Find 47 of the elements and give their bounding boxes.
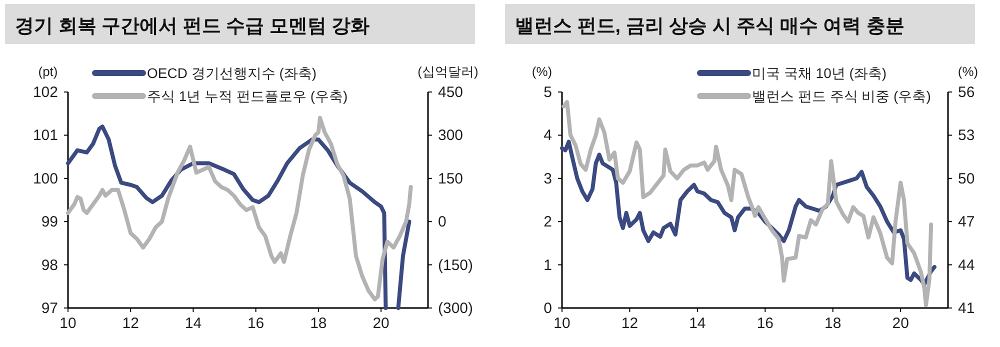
x-tick-label: 18 — [824, 315, 842, 332]
y2-tick-label: 56 — [958, 84, 975, 101]
y-axis-title: (pt) — [38, 64, 58, 79]
y2-tick-label: (300) — [438, 300, 474, 317]
y-axis-title: (%) — [532, 64, 552, 79]
x-tick-label: 14 — [689, 315, 706, 332]
y2-tick-label: 0 — [438, 214, 446, 231]
legend-label: 미국 국채 10년 (좌축) — [752, 65, 887, 81]
y-tick-label: 2 — [544, 214, 552, 231]
y-tick-label: 99 — [41, 214, 58, 231]
y2-tick-label: 41 — [958, 300, 975, 317]
y2-tick-label: 44 — [958, 256, 975, 274]
y-tick-label: 0 — [544, 300, 552, 317]
y-tick-label: 4 — [544, 127, 552, 144]
y2-axis-title: (%) — [958, 64, 978, 79]
x-tick-label: 16 — [756, 315, 774, 332]
y-tick-label: 98 — [41, 256, 58, 274]
x-tick-label: 10 — [60, 315, 76, 332]
y2-tick-label: 300 — [438, 127, 464, 144]
x-tick-label: 14 — [184, 315, 202, 332]
legend-label: 주식 1년 누적 펀드플로우 (우축) — [147, 88, 348, 104]
y2-tick-label: (150) — [438, 256, 474, 274]
line-series — [560, 140, 936, 286]
y-tick-label: 101 — [32, 127, 58, 144]
x-tick-label: 16 — [247, 315, 264, 332]
y2-tick-label: 47 — [958, 214, 975, 231]
y2-tick-label: 150 — [438, 170, 464, 188]
y-tick-label: 97 — [41, 300, 58, 317]
y2-tick-label: 53 — [958, 127, 975, 144]
x-tick-label: 12 — [621, 315, 638, 332]
y2-tick-label: 50 — [958, 170, 975, 188]
chart-title: 밸런스 펀드, 금리 상승 시 주식 매수 여력 충분 — [515, 16, 905, 37]
y2-axis-title: (십억달러) — [418, 64, 478, 79]
y2-tick-label: 450 — [438, 84, 464, 101]
y-tick-label: 3 — [544, 170, 552, 188]
y-tick-label: 100 — [32, 170, 58, 188]
x-tick-label: 20 — [892, 315, 909, 332]
y-tick-label: 5 — [544, 84, 552, 101]
x-tick-label: 20 — [372, 315, 390, 332]
x-tick-label: 12 — [122, 315, 139, 332]
legend-label: OECD 경기선행지수 (좌축) — [147, 65, 317, 81]
y-tick-label: 102 — [32, 84, 58, 101]
chart-title: 경기 회복 구간에서 펀드 수급 모멘텀 강화 — [15, 16, 370, 37]
y-tick-label: 1 — [544, 256, 552, 274]
x-tick-label: 18 — [310, 315, 327, 332]
x-tick-label: 10 — [554, 315, 570, 332]
legend-label: 밸런스 펀드 주식 비중 (우축) — [752, 88, 931, 104]
